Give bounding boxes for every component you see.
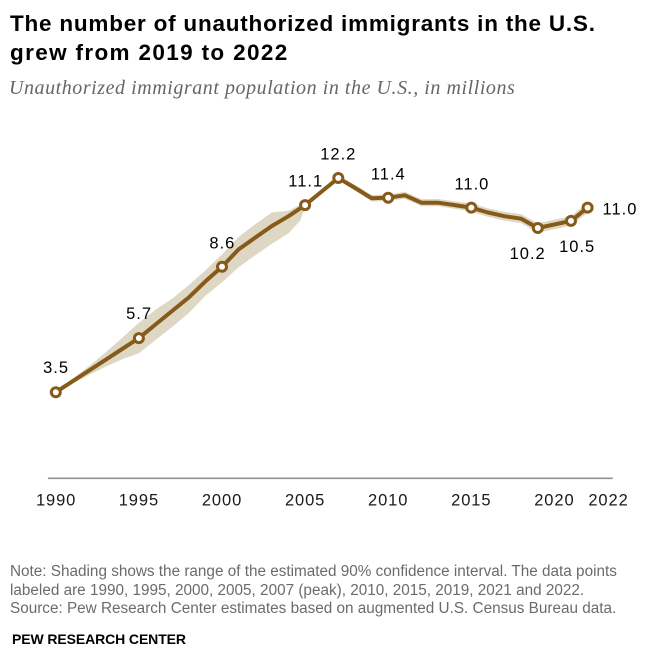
svg-text:2000: 2000 [202,492,242,510]
svg-text:1990: 1990 [36,492,76,510]
svg-text:8.6: 8.6 [209,235,235,253]
svg-text:10.2: 10.2 [510,245,546,263]
svg-text:10.5: 10.5 [559,238,595,256]
svg-text:3.5: 3.5 [43,359,69,377]
svg-text:5.7: 5.7 [126,305,152,323]
svg-text:2022: 2022 [588,492,628,510]
svg-text:2015: 2015 [451,492,491,510]
svg-text:2005: 2005 [285,492,325,510]
svg-text:11.1: 11.1 [288,173,323,191]
svg-text:11.4: 11.4 [371,165,406,183]
svg-text:2010: 2010 [368,492,408,510]
svg-text:1995: 1995 [119,492,159,510]
svg-text:11.0: 11.0 [454,175,489,193]
svg-text:11.0: 11.0 [603,200,638,218]
svg-text:2020: 2020 [534,492,574,510]
svg-text:12.2: 12.2 [320,146,356,164]
